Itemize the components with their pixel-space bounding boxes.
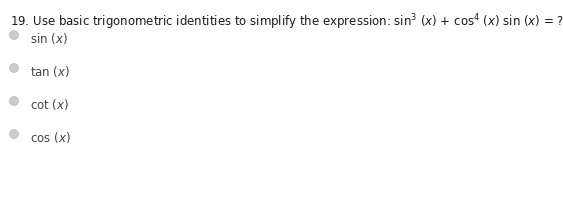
Circle shape	[10, 63, 19, 73]
Text: cos ($x$): cos ($x$)	[30, 130, 70, 145]
Circle shape	[10, 97, 19, 105]
Text: 19. Use basic trigonometric identities to simplify the expression: $\mathregular: 19. Use basic trigonometric identities t…	[10, 12, 563, 32]
Text: sin ($x$): sin ($x$)	[30, 31, 68, 46]
Circle shape	[10, 31, 19, 40]
Text: cot ($x$): cot ($x$)	[30, 97, 69, 112]
Text: tan ($x$): tan ($x$)	[30, 64, 70, 79]
Circle shape	[10, 129, 19, 139]
